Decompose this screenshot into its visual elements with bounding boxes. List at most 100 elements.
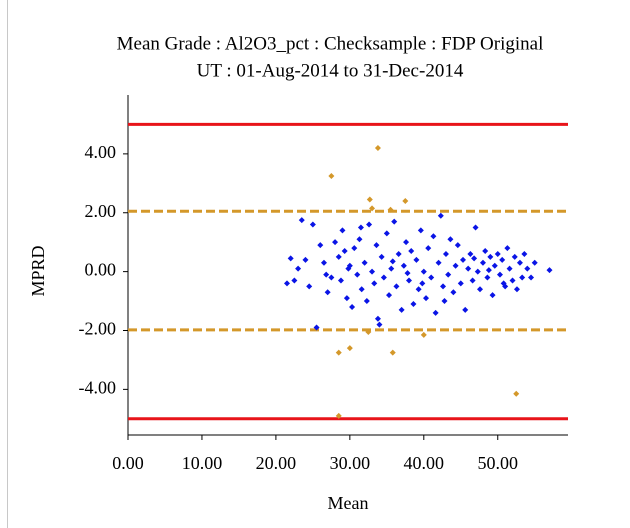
point: [349, 303, 356, 310]
point: [477, 286, 483, 293]
point: [345, 265, 352, 272]
point: [403, 239, 410, 246]
point: [420, 331, 427, 338]
point: [287, 255, 294, 262]
point: [323, 271, 330, 278]
point: [489, 292, 496, 299]
point: [357, 224, 364, 231]
point: [420, 268, 427, 275]
x-tick-label: 0.00: [112, 453, 144, 473]
point: [398, 306, 405, 313]
point: [494, 250, 501, 257]
point: [531, 259, 538, 266]
point: [485, 267, 492, 274]
point: [450, 289, 457, 296]
point: [442, 250, 449, 257]
x-tick-label: 20.00: [256, 453, 297, 473]
point: [500, 280, 507, 287]
point: [472, 224, 479, 231]
point: [528, 274, 535, 281]
point: [499, 256, 506, 263]
point: [417, 227, 424, 234]
point: [376, 321, 383, 328]
point: [366, 196, 373, 203]
point: [496, 271, 503, 278]
point: [521, 250, 528, 257]
point: [346, 345, 353, 352]
point: [511, 253, 518, 260]
point: [361, 259, 368, 266]
point: [428, 274, 435, 281]
point: [430, 233, 437, 240]
point: [471, 255, 478, 262]
chart-subtitle: UT : 01-Aug-2014 to 31-Dec-2014: [197, 60, 464, 81]
point: [317, 242, 324, 249]
y-tick-label: 4.00: [85, 142, 117, 162]
point: [425, 245, 432, 252]
point: [519, 274, 526, 281]
x-tick-label: 40.00: [404, 453, 445, 473]
point: [324, 289, 331, 296]
point: [462, 306, 469, 313]
point: [506, 265, 513, 272]
point: [354, 271, 361, 278]
point: [374, 144, 381, 151]
point: [335, 412, 342, 419]
point: [423, 295, 430, 302]
point: [363, 298, 370, 305]
point: [410, 301, 417, 308]
point: [335, 253, 342, 260]
point: [391, 218, 398, 225]
point: [459, 256, 466, 263]
point: [343, 295, 350, 302]
point: [441, 298, 448, 305]
point: [306, 283, 313, 290]
point: [378, 253, 385, 260]
point: [395, 250, 402, 257]
point: [335, 349, 342, 356]
y-tick-label: -4.00: [79, 377, 117, 397]
point: [467, 250, 474, 257]
point: [387, 206, 394, 213]
point: [406, 277, 413, 284]
point: [332, 239, 339, 246]
point: [369, 205, 376, 212]
point: [504, 245, 511, 252]
point: [484, 274, 491, 281]
point: [474, 268, 481, 275]
point: [546, 267, 553, 274]
point: [313, 324, 320, 331]
point: [283, 280, 290, 287]
point: [380, 274, 387, 281]
y-tick-label: 2.00: [85, 201, 117, 221]
point: [404, 270, 411, 277]
point: [408, 248, 415, 255]
point: [341, 248, 348, 255]
x-axis-label: Mean: [328, 493, 369, 513]
point: [445, 271, 452, 278]
point: [388, 265, 395, 272]
point: [513, 390, 520, 397]
point: [374, 315, 381, 322]
point: [432, 309, 439, 316]
point: [320, 259, 327, 266]
point: [356, 236, 363, 243]
point: [513, 286, 520, 293]
point: [400, 262, 407, 269]
point: [386, 292, 393, 299]
point: [491, 262, 498, 269]
y-tick-label: 0.00: [85, 260, 117, 280]
point: [373, 242, 380, 249]
point: [302, 256, 309, 263]
point: [419, 280, 426, 287]
y-axis-label: MPRD: [28, 245, 48, 296]
point: [383, 230, 390, 237]
x-tick-label: 30.00: [330, 453, 371, 473]
point: [337, 277, 344, 284]
point: [309, 221, 316, 228]
point: [509, 277, 516, 284]
point: [440, 283, 447, 290]
point: [415, 286, 422, 293]
point: [482, 248, 489, 255]
